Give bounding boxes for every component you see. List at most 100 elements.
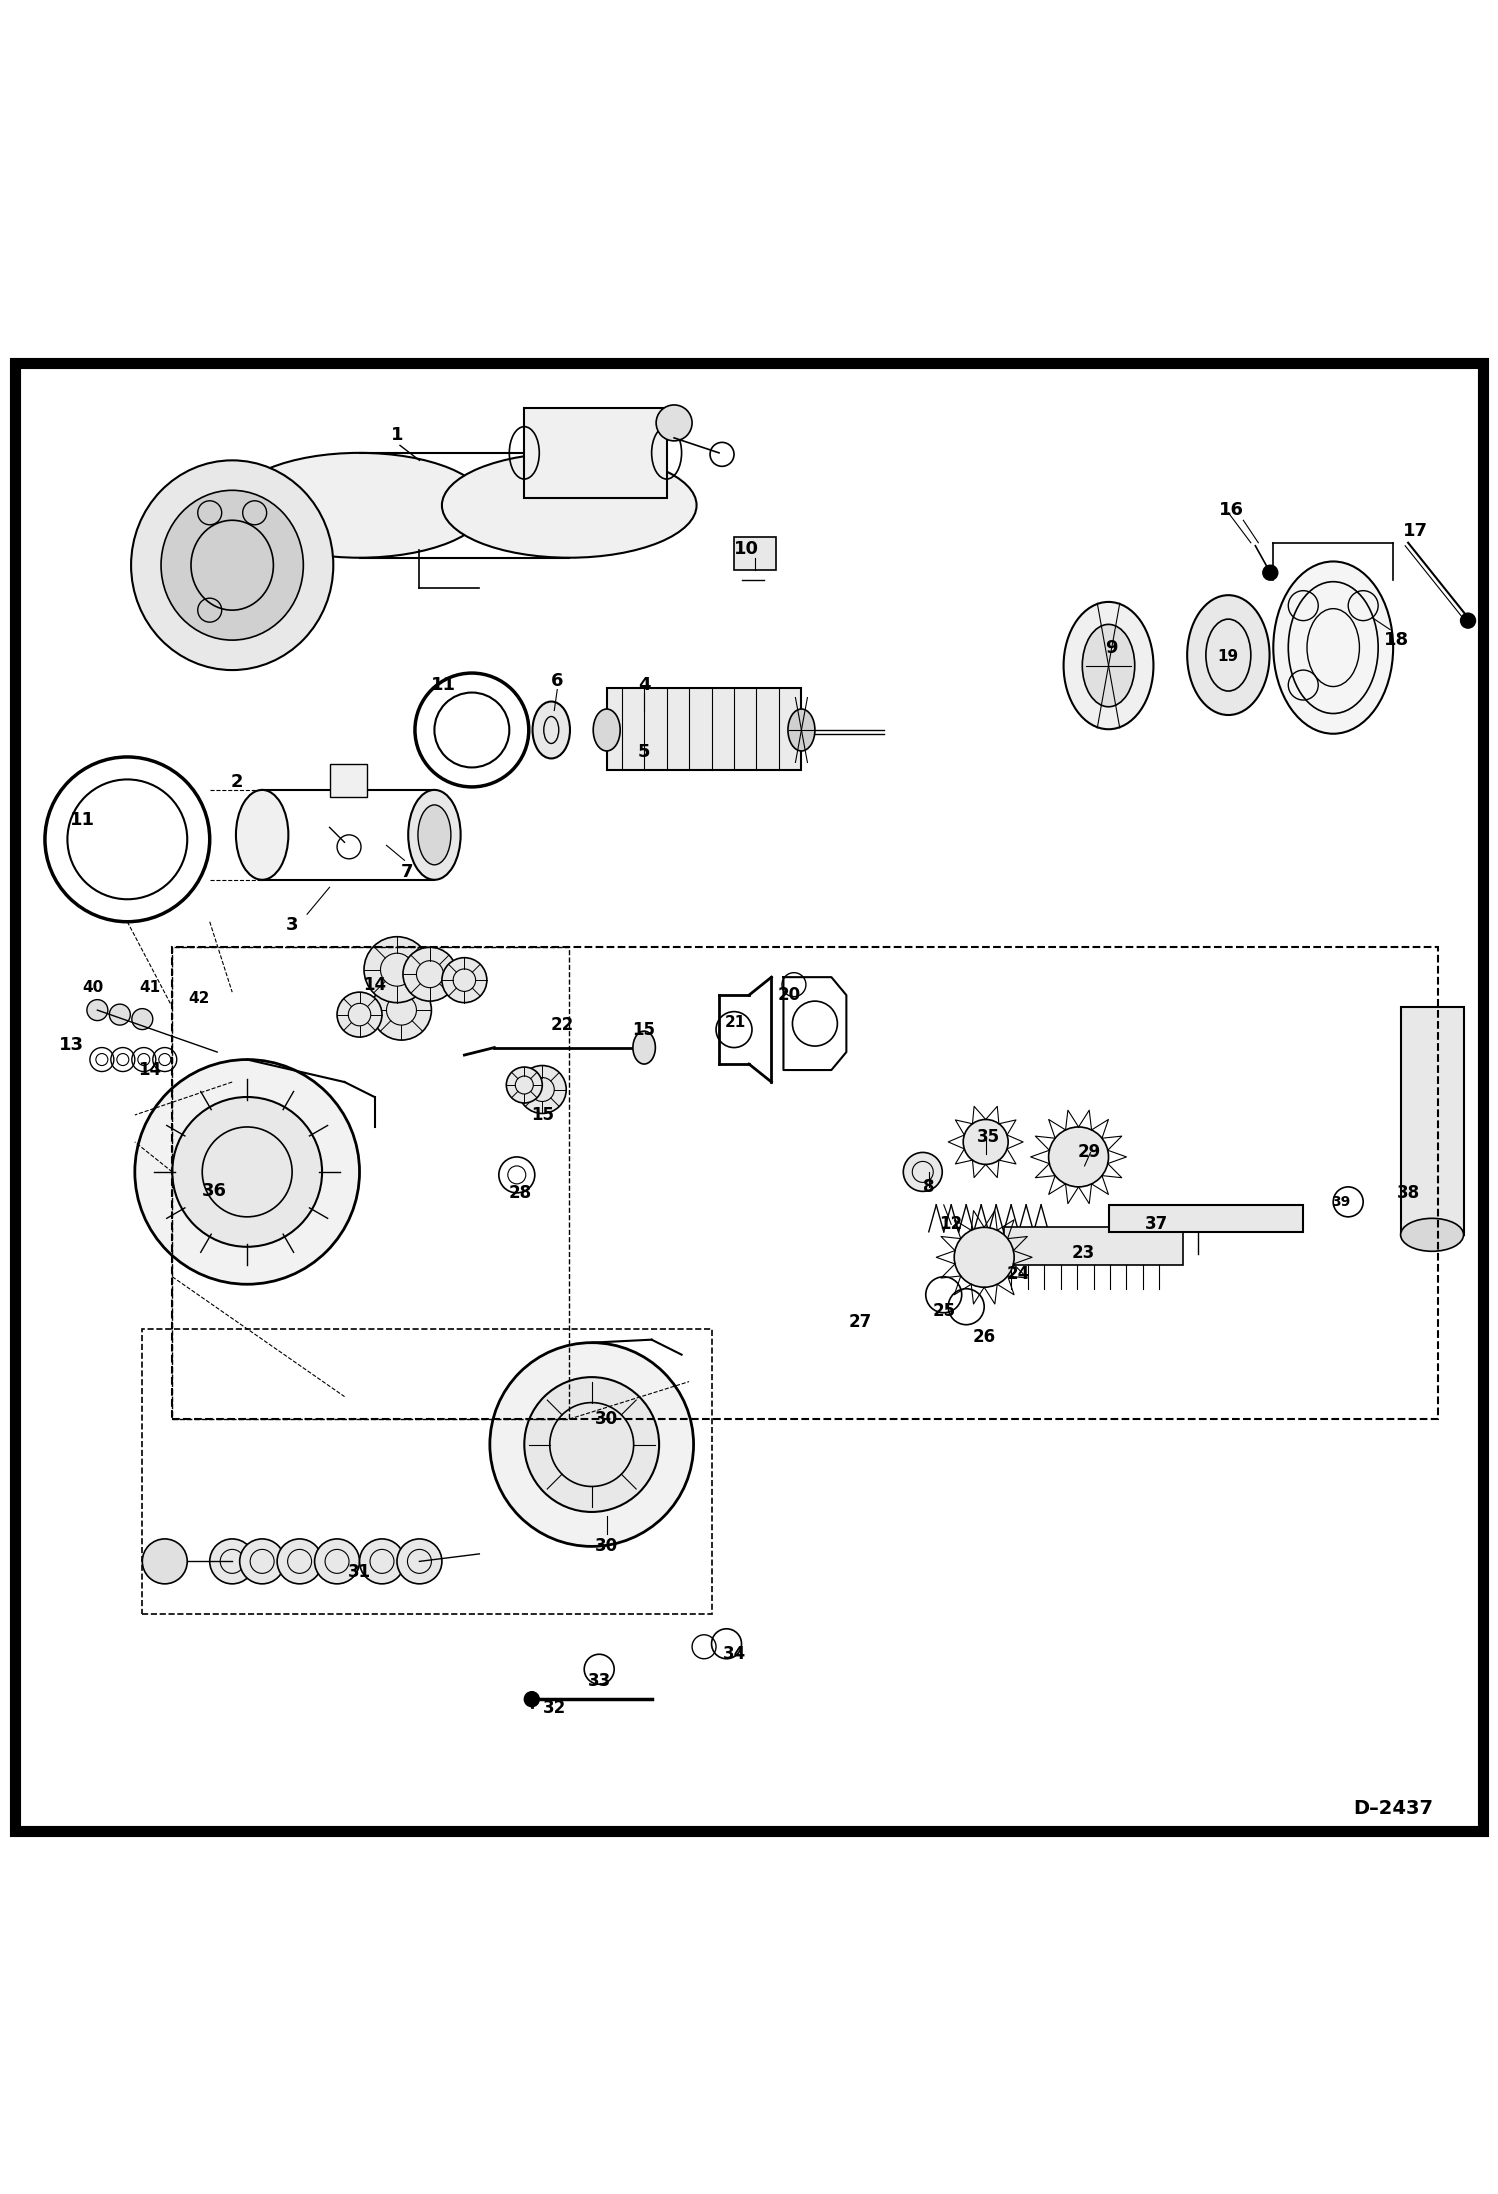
Text: 26: 26 (972, 1327, 996, 1345)
Ellipse shape (162, 489, 303, 641)
Text: 1: 1 (391, 426, 403, 443)
Circle shape (372, 981, 431, 1040)
Circle shape (1461, 612, 1476, 627)
Ellipse shape (533, 702, 569, 759)
Text: 17: 17 (1404, 522, 1428, 540)
Text: 30: 30 (595, 1411, 619, 1428)
Text: 27: 27 (848, 1312, 872, 1332)
Text: D–2437: D–2437 (1353, 1799, 1434, 1819)
Circle shape (135, 1060, 360, 1283)
Bar (330, 764, 367, 796)
Text: 42: 42 (189, 992, 210, 1005)
Text: 5: 5 (638, 744, 650, 761)
Bar (734, 538, 776, 570)
Text: 2: 2 (231, 774, 243, 792)
Circle shape (518, 1066, 566, 1115)
Ellipse shape (1082, 625, 1135, 706)
Circle shape (142, 1538, 187, 1584)
Circle shape (954, 1226, 1014, 1288)
Ellipse shape (1273, 562, 1393, 733)
Text: 6: 6 (551, 671, 563, 689)
Ellipse shape (788, 709, 815, 750)
Text: 41: 41 (139, 981, 160, 996)
Circle shape (1049, 1128, 1109, 1187)
Text: 35: 35 (977, 1128, 1001, 1147)
Ellipse shape (1186, 595, 1269, 715)
Circle shape (490, 1343, 694, 1547)
Text: 19: 19 (1218, 649, 1239, 665)
Ellipse shape (407, 790, 461, 880)
Circle shape (442, 959, 487, 1003)
Text: 37: 37 (1144, 1215, 1168, 1233)
Ellipse shape (235, 790, 288, 880)
Text: 14: 14 (138, 1062, 162, 1079)
Circle shape (963, 1119, 1008, 1165)
Text: 30: 30 (595, 1538, 619, 1556)
Text: 36: 36 (202, 1183, 226, 1200)
Text: 10: 10 (734, 540, 758, 557)
Ellipse shape (418, 805, 451, 864)
Text: 11: 11 (70, 812, 94, 829)
Text: 23: 23 (1071, 1244, 1095, 1262)
Circle shape (403, 948, 457, 1000)
Text: 39: 39 (1332, 1196, 1350, 1209)
Circle shape (277, 1538, 322, 1584)
Text: 38: 38 (1396, 1185, 1420, 1202)
Text: 4: 4 (638, 676, 650, 693)
Text: 24: 24 (1007, 1264, 1031, 1283)
Text: 16: 16 (1219, 500, 1243, 518)
Text: 18: 18 (1384, 632, 1408, 649)
Text: 14: 14 (363, 976, 386, 994)
Ellipse shape (1064, 601, 1153, 728)
Circle shape (1263, 566, 1278, 579)
Text: 3: 3 (286, 915, 298, 935)
Text: 8: 8 (923, 1178, 935, 1196)
Circle shape (364, 937, 430, 1003)
Circle shape (210, 1538, 255, 1584)
Circle shape (524, 1378, 659, 1512)
Bar (524, 408, 667, 498)
Text: 20: 20 (777, 985, 801, 1005)
Text: 22: 22 (550, 1016, 574, 1033)
Text: 33: 33 (587, 1672, 611, 1689)
Text: 31: 31 (348, 1562, 372, 1582)
Circle shape (109, 1005, 130, 1025)
Ellipse shape (442, 452, 697, 557)
Ellipse shape (1401, 1218, 1464, 1251)
Text: 21: 21 (725, 1014, 746, 1029)
Text: 11: 11 (431, 676, 455, 693)
Text: 12: 12 (939, 1215, 963, 1233)
Text: 13: 13 (60, 1036, 84, 1053)
Bar (172, 948, 569, 1420)
Circle shape (656, 406, 692, 441)
Text: 9: 9 (1106, 638, 1118, 656)
Text: 29: 29 (1077, 1143, 1101, 1161)
Ellipse shape (593, 709, 620, 750)
Circle shape (132, 1009, 153, 1029)
Ellipse shape (632, 1031, 656, 1064)
Circle shape (240, 1538, 285, 1584)
Text: 7: 7 (401, 862, 413, 882)
Circle shape (397, 1538, 442, 1584)
Text: 32: 32 (542, 1698, 566, 1718)
Circle shape (315, 1538, 360, 1584)
Bar (142, 1330, 712, 1615)
Circle shape (172, 1097, 322, 1246)
Bar (1109, 1205, 1303, 1231)
Circle shape (360, 1538, 404, 1584)
Text: 28: 28 (508, 1185, 532, 1202)
Text: 40: 40 (82, 981, 103, 996)
Circle shape (87, 1000, 108, 1020)
Bar (172, 948, 1438, 1420)
Text: 25: 25 (932, 1303, 956, 1321)
Bar (1004, 1226, 1183, 1264)
Bar (607, 689, 801, 770)
Ellipse shape (232, 452, 487, 557)
Circle shape (903, 1152, 942, 1191)
Bar (1401, 1007, 1464, 1235)
Text: 15: 15 (632, 1020, 656, 1038)
Circle shape (337, 992, 382, 1038)
Circle shape (506, 1066, 542, 1104)
Circle shape (524, 1692, 539, 1707)
Ellipse shape (132, 461, 333, 669)
